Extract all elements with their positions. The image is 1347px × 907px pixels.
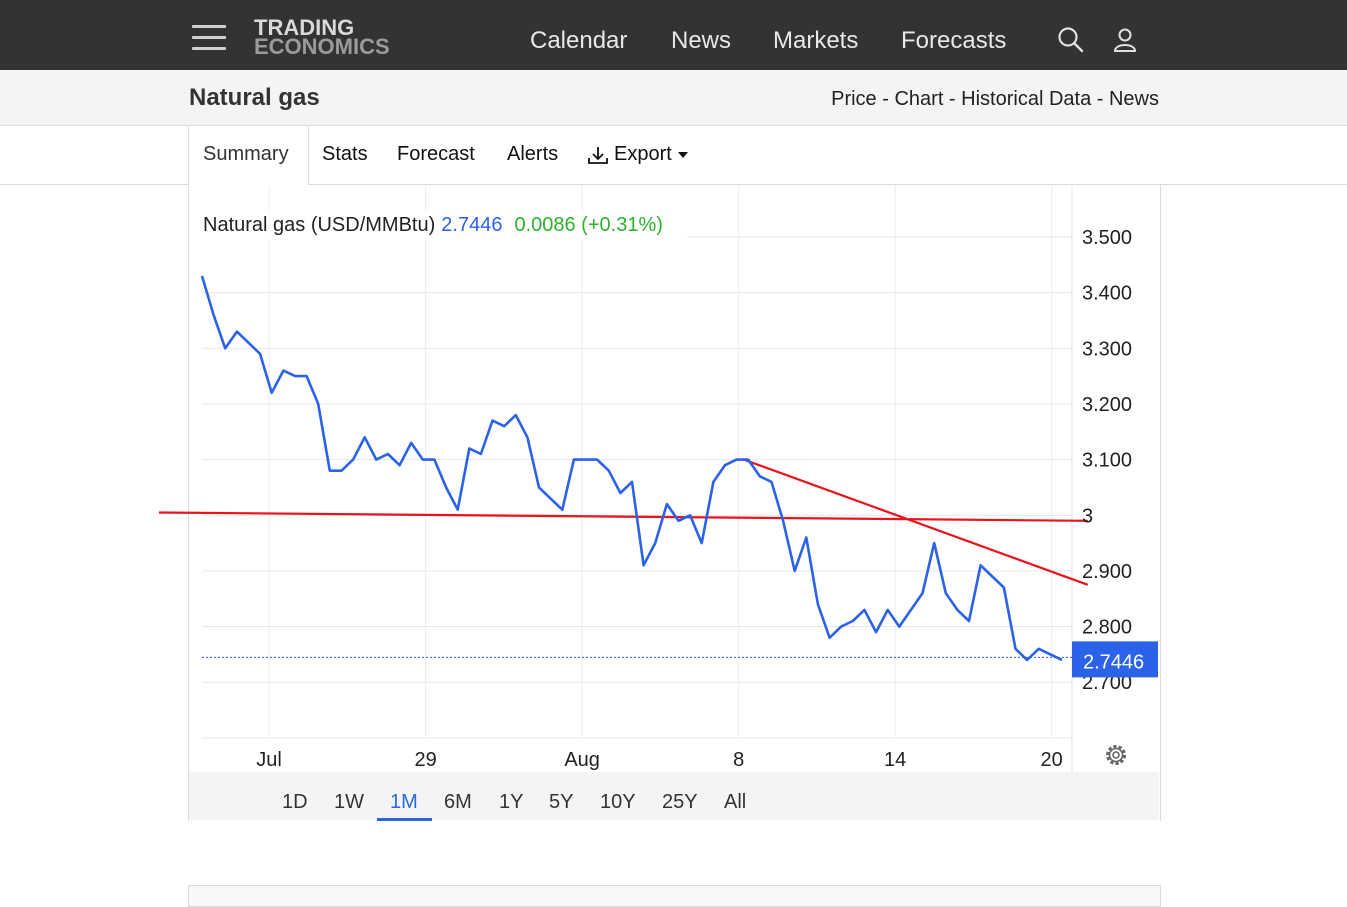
user-icon[interactable] [1111, 26, 1139, 54]
tab-alerts[interactable]: Alerts [507, 143, 559, 165]
crumb-historical-data[interactable]: Historical Data [961, 88, 1092, 110]
crumb-news[interactable]: News [1108, 88, 1159, 110]
tab-summary[interactable]: Summary [203, 143, 289, 165]
range-6m[interactable]: 6M [444, 791, 472, 813]
download-icon [588, 146, 608, 164]
range-1y[interactable]: 1Y [499, 791, 524, 813]
crumb-price[interactable]: Price [831, 88, 877, 110]
nav-news[interactable]: News [671, 27, 732, 54]
crumb-separator: - [876, 88, 895, 110]
tabs-divider [0, 184, 1347, 185]
range-1m[interactable]: 1M [390, 791, 418, 813]
next-section-card [188, 885, 1161, 907]
chart-container [188, 185, 1161, 821]
crumb-separator: - [943, 88, 962, 110]
range-25y[interactable]: 25Y [662, 791, 698, 813]
subheader [0, 70, 1347, 126]
logo-line-2: ECONOMICS [254, 34, 390, 59]
nav-forecasts[interactable]: Forecasts [901, 27, 1007, 54]
caret-down-icon [677, 151, 688, 158]
page-title: Natural gas [189, 84, 320, 111]
export-label: Export [614, 143, 672, 165]
nav-calendar[interactable]: Calendar [530, 27, 628, 54]
search-icon[interactable] [1057, 26, 1085, 54]
active-range-indicator [377, 818, 432, 821]
crumb-separator: - [1091, 88, 1109, 110]
logo[interactable]: TRADING ECONOMICS [254, 15, 390, 59]
range-10y[interactable]: 10Y [600, 791, 636, 813]
range-1d[interactable]: 1D [282, 791, 308, 813]
logo-line-1: TRADING [254, 15, 355, 40]
tab-stats[interactable]: Stats [322, 143, 368, 165]
tab-summary-active [188, 126, 309, 185]
top-navigation-bar [0, 0, 1347, 70]
breadcrumb: Price - Chart - Historical Data - News [831, 88, 1159, 111]
nav-markets[interactable]: Markets [773, 27, 859, 54]
tab-forecast[interactable]: Forecast [397, 143, 475, 165]
range-selector [189, 772, 1159, 820]
crumb-chart[interactable]: Chart [894, 88, 944, 110]
range-5y[interactable]: 5Y [549, 791, 574, 813]
menu-icon[interactable] [192, 25, 226, 51]
range-1w[interactable]: 1W [334, 791, 364, 813]
range-all[interactable]: All [724, 791, 747, 813]
settings-icon [1106, 745, 1126, 765]
tab-export[interactable]: Export [587, 143, 689, 166]
